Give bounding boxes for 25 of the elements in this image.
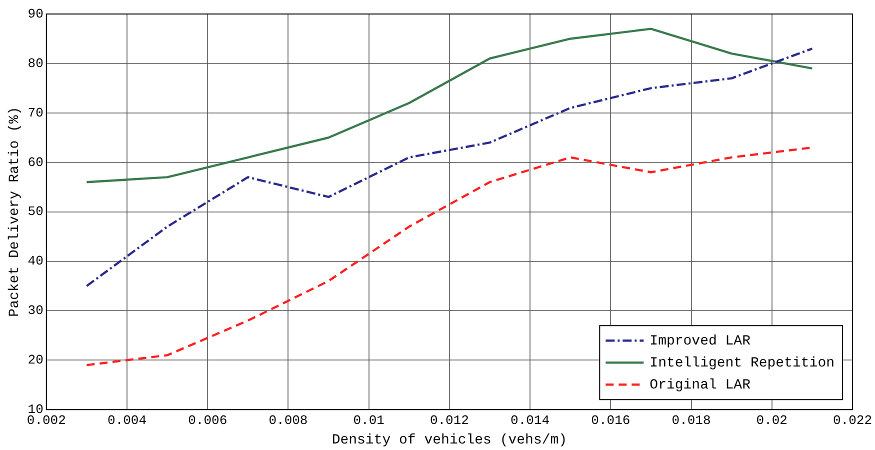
y-tick-label: 40: [28, 254, 44, 269]
x-tick-label: 0.01: [353, 412, 385, 428]
legend-label: Intelligent Repetition: [650, 355, 835, 372]
x-tick-label: 0.004: [108, 412, 147, 428]
y-axis-title: Packet Delivery Ratio (%): [7, 106, 24, 317]
y-tick-label: 50: [28, 204, 44, 220]
legend-label: Improved LAR: [650, 333, 752, 350]
line-series: [86, 48, 814, 288]
x-tick-label: 0.018: [672, 412, 711, 428]
y-tick-label: 70: [28, 105, 44, 120]
x-tick-label: 0.02: [756, 412, 788, 428]
y-tick-label: 80: [28, 56, 44, 71]
y-tick-label: 60: [28, 154, 44, 170]
x-tick-label: 0.012: [430, 412, 469, 428]
x-tick-label: 0.022: [832, 412, 872, 428]
x-axis-title: Density of vehicles (vehs/m): [332, 432, 568, 448]
y-tick-label: 20: [28, 352, 44, 368]
x-tick-label: 0.014: [510, 412, 550, 428]
x-tick-label: 0.006: [188, 412, 228, 428]
x-tick-label: 0.002: [26, 412, 66, 428]
y-tick-label: 90: [28, 6, 44, 22]
x-tick-label: 0.016: [591, 412, 630, 428]
y-tick-label: 30: [28, 303, 44, 318]
x-tick-label: 0.008: [268, 412, 308, 428]
legend-label: Original LAR: [650, 377, 752, 394]
